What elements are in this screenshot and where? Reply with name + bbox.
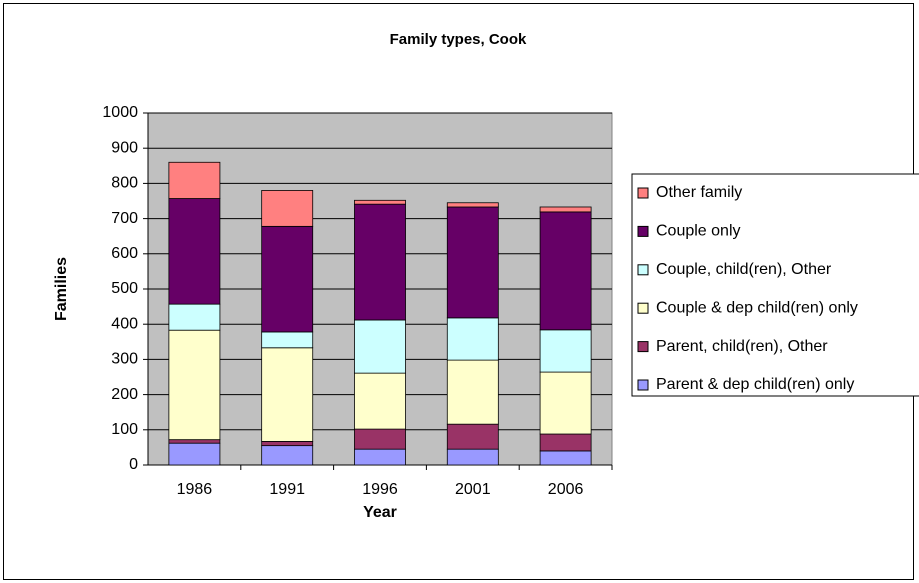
bar — [261, 190, 314, 227]
x-tick-label: 1996 — [362, 481, 398, 498]
bar — [354, 372, 406, 430]
bar — [539, 329, 592, 373]
x-tick-label: 2006 — [548, 481, 584, 498]
legend-swatch — [637, 264, 649, 276]
y-tick-label: 200 — [111, 386, 138, 403]
legend-label: Couple, child(ren), Other — [656, 261, 832, 278]
bar — [354, 199, 406, 205]
bar — [446, 317, 499, 361]
bar — [539, 450, 592, 466]
x-tick-label: 1986 — [177, 481, 213, 498]
y-tick-label: 100 — [111, 421, 138, 438]
y-tick-label: 400 — [111, 315, 138, 332]
x-tick-label: 2001 — [455, 481, 491, 498]
legend-label: Parent & dep child(ren) only — [656, 376, 854, 393]
legend-swatch — [637, 379, 649, 391]
bar — [539, 211, 592, 331]
bar — [446, 359, 499, 425]
bar — [168, 198, 221, 305]
legend-label: Couple only — [656, 223, 741, 240]
y-tick-label: 1000 — [102, 104, 138, 121]
chart-title: Family types, Cook — [390, 31, 527, 48]
bar — [446, 423, 499, 450]
legend-swatch — [637, 187, 649, 199]
y-tick-label: 900 — [111, 139, 138, 156]
legend-swatch — [637, 225, 649, 237]
y-tick-label: 800 — [111, 175, 138, 192]
bar — [168, 161, 221, 199]
y-tick-label: 500 — [111, 280, 138, 297]
bar — [354, 203, 406, 321]
y-tick-label: 700 — [111, 210, 138, 227]
bar — [168, 439, 221, 444]
bar — [261, 441, 314, 447]
x-axis-label: Year — [363, 504, 397, 521]
bar — [446, 206, 499, 319]
bar — [539, 371, 592, 435]
legend-label: Other family — [656, 184, 742, 201]
bar — [261, 331, 314, 349]
y-tick-label: 600 — [111, 245, 138, 262]
bar — [354, 428, 406, 450]
bar — [539, 206, 592, 213]
y-tick-label: 0 — [129, 456, 138, 473]
x-tick-label: 1991 — [269, 481, 305, 498]
bar — [354, 319, 406, 374]
bar — [261, 347, 314, 442]
y-axis-label: Families — [53, 257, 70, 321]
bar — [168, 329, 221, 441]
bar — [261, 225, 314, 333]
bar — [539, 433, 592, 452]
legend-label: Parent, child(ren), Other — [656, 338, 828, 355]
legend-swatch — [637, 341, 649, 353]
bar — [354, 448, 406, 466]
legend-swatch — [637, 302, 649, 314]
bar — [168, 442, 221, 466]
bar — [168, 303, 221, 331]
legend-label: Couple & dep child(ren) only — [656, 299, 858, 316]
bar — [261, 445, 314, 466]
bar — [446, 448, 499, 466]
bar — [446, 202, 499, 208]
legend-box — [631, 173, 919, 397]
y-tick-label: 300 — [111, 351, 138, 368]
